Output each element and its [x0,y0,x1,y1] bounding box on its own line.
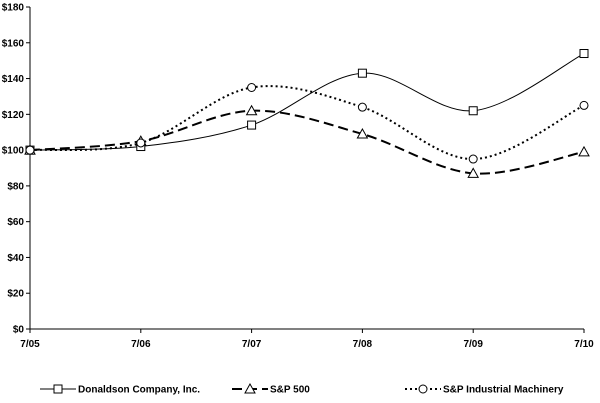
series-square [25,49,589,155]
y-tick-label: $40 [7,253,24,264]
data-point-triangle [356,127,369,139]
series-line [29,53,585,151]
series-triangle [24,104,590,178]
y-tick-label: $180 [2,3,25,14]
legend-label: Donaldson Company, Inc. [78,385,200,396]
legend-marker-circle [418,384,428,394]
data-point-square [357,68,367,78]
legend-label: S&P Industrial Machinery [443,385,564,396]
data-point-triangle [467,167,480,178]
y-tick-label: $100 [2,146,25,157]
data-point-square [247,120,257,130]
data-point-square [579,49,589,59]
legend-label: S&P 500 [270,385,310,396]
y-tick-label: $120 [2,110,25,121]
legend-item: S&P 500 [232,382,310,396]
legend-marker-square [53,384,63,394]
legend-item: S&P Industrial Machinery [405,384,564,396]
series-circle [25,83,589,164]
y-axis-ticks: $0 $20 $40 $60 $80 $100 $120 $140 $160 $180 [2,3,30,336]
y-tick-label: $140 [2,74,25,85]
x-tick-label: 7/06 [131,339,151,350]
data-point-circle [357,102,367,112]
x-tick-label: 7/08 [353,339,373,350]
x-tick-label: 7/09 [463,339,483,350]
series-line [29,109,585,175]
y-tick-label: $80 [7,181,24,192]
data-point-square [468,106,478,116]
chart-axes [29,7,584,330]
x-tick-label: 7/05 [20,339,40,350]
x-tick-label: 7/10 [574,339,594,350]
y-tick-label: $160 [2,38,25,49]
data-point-circle [247,83,257,92]
chart-series [24,49,590,178]
y-tick-label: $20 [7,289,24,300]
legend-item: Donaldson Company, Inc. [40,384,200,396]
y-tick-label: $0 [13,325,25,336]
data-point-triangle [245,104,258,116]
data-point-circle [579,100,589,110]
x-axis-ticks: 7/05 7/06 7/07 7/08 7/09 7/10 [20,329,594,350]
x-tick-label: 7/07 [242,339,262,350]
data-point-circle [468,154,478,164]
chart-legend: Donaldson Company, Inc. S&P 500 S&P Indust… [40,382,564,396]
data-point-circle [25,145,35,155]
data-point-triangle [578,145,590,157]
y-tick-label: $60 [7,217,24,228]
legend-marker-triangle [244,382,256,394]
data-point-circle [136,138,146,148]
series-line [29,85,585,161]
